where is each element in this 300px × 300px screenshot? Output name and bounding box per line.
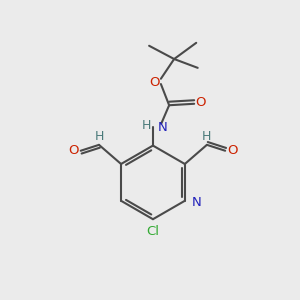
- Text: Cl: Cl: [146, 225, 159, 238]
- Text: N: N: [191, 196, 201, 209]
- Text: O: O: [149, 76, 160, 89]
- Text: H: H: [142, 119, 151, 132]
- Text: O: O: [68, 144, 79, 157]
- Text: H: H: [202, 130, 212, 143]
- Text: N: N: [158, 121, 167, 134]
- Text: O: O: [196, 95, 206, 109]
- Text: O: O: [227, 144, 238, 157]
- Text: H: H: [94, 130, 104, 143]
